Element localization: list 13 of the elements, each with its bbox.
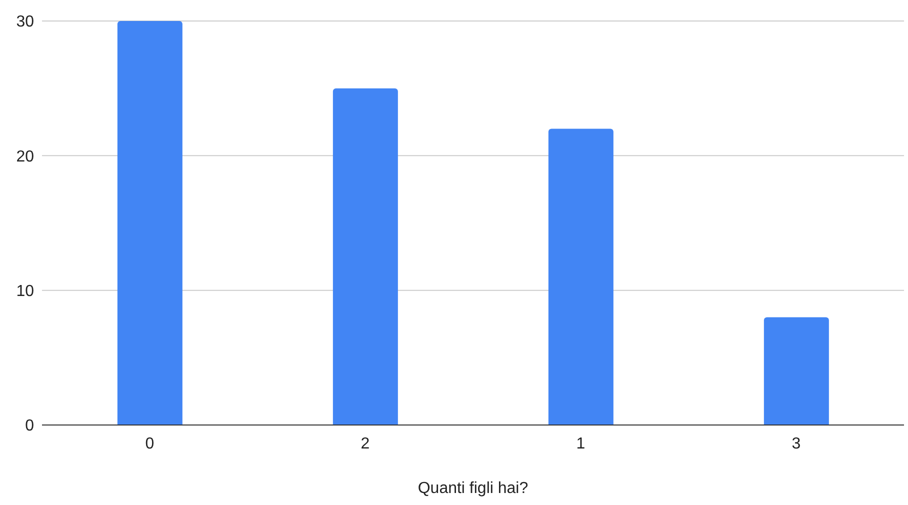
y-tick-label: 10 <box>16 283 34 300</box>
x-tick-label: 3 <box>792 435 801 452</box>
x-tick-label: 2 <box>360 435 370 452</box>
bar <box>764 317 829 425</box>
y-tick-label: 30 <box>16 14 34 31</box>
y-tick-label: 0 <box>25 418 34 435</box>
y-tick-label: 20 <box>16 148 34 166</box>
bar <box>332 88 398 425</box>
x-axis-title: Quanti figli hai? <box>418 480 528 497</box>
bar <box>548 128 614 425</box>
x-tick-label: 0 <box>145 435 154 452</box>
bar <box>117 21 182 425</box>
x-tick-label: 1 <box>576 435 586 452</box>
